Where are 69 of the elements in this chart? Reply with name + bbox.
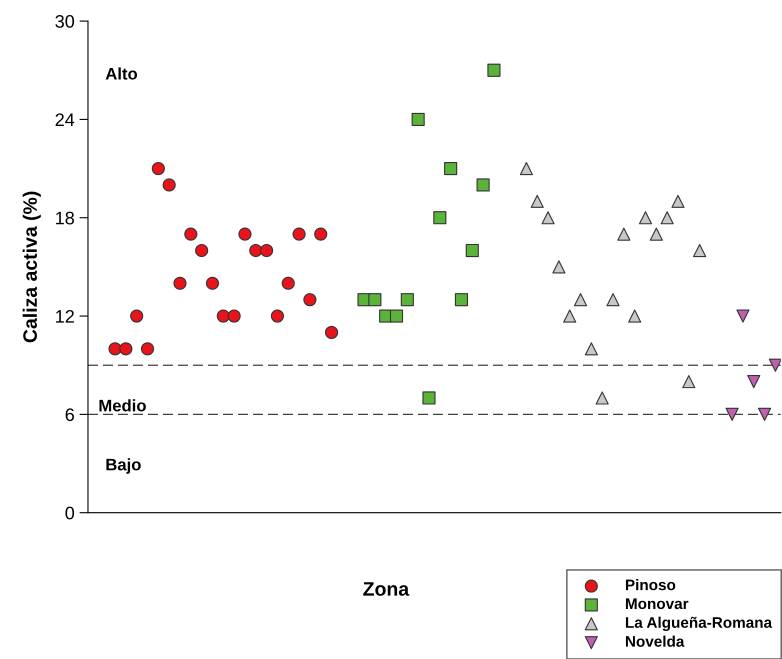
- point: [650, 228, 663, 241]
- point: [617, 228, 630, 241]
- point: [270, 309, 284, 323]
- point: [574, 293, 588, 306]
- point: [466, 244, 479, 258]
- point: [726, 408, 739, 421]
- y-tick-label: 18: [56, 212, 74, 224]
- point: [173, 276, 187, 290]
- y-axis-title: Caliza activa (%): [22, 192, 41, 342]
- point: [542, 211, 555, 224]
- point: [671, 194, 685, 208]
- point: [768, 358, 781, 372]
- point: [119, 342, 132, 356]
- point: [736, 309, 750, 323]
- point: [584, 342, 598, 356]
- point: [606, 293, 620, 306]
- point: [638, 211, 652, 224]
- point: [758, 408, 772, 421]
- annotation: Alto: [106, 67, 138, 80]
- point: [108, 342, 122, 356]
- point: [400, 293, 414, 306]
- legend-label: Pinoso: [626, 579, 676, 590]
- point: [552, 260, 566, 274]
- point: [444, 162, 458, 176]
- point: [520, 162, 533, 176]
- point: [314, 228, 328, 241]
- point: [282, 276, 295, 290]
- point: [152, 162, 165, 176]
- point: [303, 293, 316, 306]
- point: [195, 244, 208, 258]
- point: [693, 244, 706, 258]
- y-tick-label: 30: [55, 15, 74, 28]
- annotation: Bajo: [106, 458, 141, 474]
- point: [162, 178, 176, 192]
- point: [682, 375, 696, 388]
- annotation: Medio: [99, 399, 146, 412]
- point: [216, 309, 230, 323]
- legend-label: La Algueña-Romana: [626, 616, 772, 632]
- y-tick-label: 0: [65, 506, 74, 520]
- point: [422, 391, 436, 405]
- point: [206, 276, 220, 290]
- point: [324, 326, 338, 340]
- y-tick-label: 24: [56, 113, 74, 126]
- point: [660, 211, 674, 224]
- point: [412, 112, 425, 126]
- point: [228, 309, 241, 323]
- point: [238, 228, 252, 241]
- point: [249, 244, 262, 258]
- point: [292, 228, 306, 241]
- legend-label: Novelda: [626, 636, 684, 647]
- point: [454, 293, 468, 306]
- point: [628, 309, 642, 323]
- point: [260, 244, 274, 258]
- point: [596, 391, 609, 405]
- y-tick-label: 12: [56, 310, 74, 323]
- legend-label: Monovar: [626, 598, 688, 610]
- point: [563, 309, 576, 323]
- point: [368, 293, 382, 306]
- point: [476, 178, 490, 192]
- y-tick-label: 6: [66, 408, 74, 422]
- point: [747, 375, 760, 388]
- point: [530, 194, 544, 208]
- point: [140, 342, 154, 356]
- point: [390, 309, 404, 323]
- point: [130, 309, 144, 323]
- point: [433, 211, 446, 224]
- x-axis-title: Zona: [363, 582, 410, 596]
- point: [487, 64, 501, 77]
- point: [184, 228, 198, 241]
